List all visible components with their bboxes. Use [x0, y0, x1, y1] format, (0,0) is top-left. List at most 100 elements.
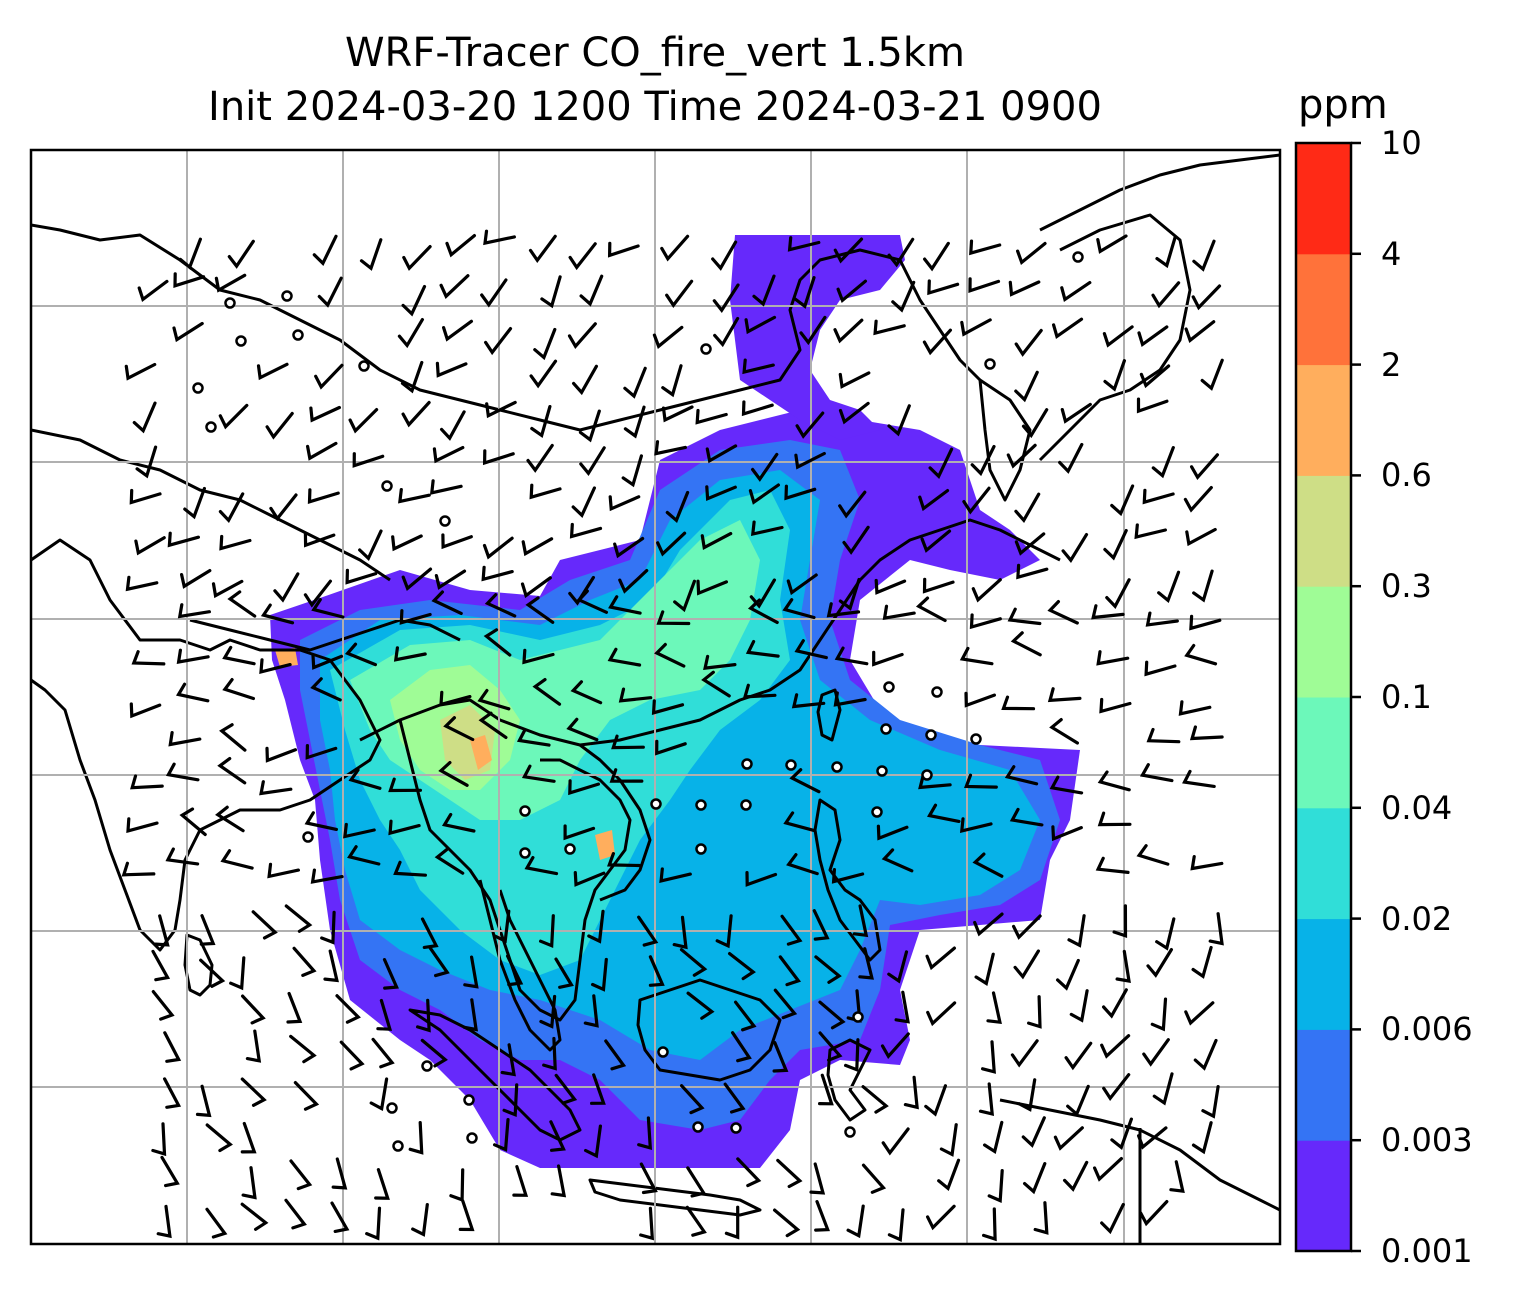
wind-barb: [833, 691, 867, 707]
wind-barb: [623, 405, 646, 439]
wind-barb: [397, 318, 424, 349]
map-title-line1: WRF-Tracer CO_fire_vert 1.5km: [344, 30, 966, 76]
wind-barb: [369, 1077, 389, 1112]
wind-barb: [240, 1121, 257, 1154]
wind-barb: [784, 484, 817, 501]
wind-barb: [167, 531, 200, 548]
wind-barb: [1150, 997, 1168, 1032]
wind-barb: [530, 405, 552, 438]
wind-barb: [345, 568, 378, 585]
wind-barb: [151, 949, 171, 982]
colorbar-tick-label: 2: [1381, 345, 1402, 384]
wind-barb: [794, 451, 826, 470]
wind-barb: [163, 1031, 182, 1063]
wind-barb: [481, 565, 514, 582]
wind-barb: [259, 658, 292, 674]
wind-barb: [492, 909, 511, 944]
wind-barb: [685, 1205, 707, 1237]
colorbar-tick-label: 0.02: [1381, 899, 1453, 938]
wind-barb: [607, 852, 641, 868]
wind-barb: [665, 279, 694, 308]
wind-barb: [1096, 234, 1128, 254]
calm-marker: [358, 360, 370, 372]
wind-barb: [838, 577, 861, 611]
wind-barb: [526, 443, 554, 473]
wind-barb: [284, 1198, 307, 1230]
wind-barb: [579, 274, 604, 307]
wind-barb: [809, 1162, 826, 1195]
calm-marker: [463, 1094, 475, 1106]
wind-barb: [652, 325, 684, 349]
wind-barb: [227, 590, 257, 618]
wind-barb: [937, 1158, 961, 1192]
colorbar-tick-label: 0.1: [1381, 678, 1432, 716]
wind-barb: [168, 731, 202, 747]
wind-barb: [607, 647, 642, 667]
wind-barb: [521, 764, 556, 783]
wind-barb: [566, 717, 599, 742]
wind-barb: [183, 486, 206, 520]
calm-marker: [564, 843, 576, 855]
wind-barb: [205, 1123, 233, 1153]
wind-barb: [1100, 1034, 1131, 1059]
wind-barb: [1157, 570, 1181, 604]
wind-barb: [339, 1040, 365, 1071]
colorbar-tick-label: 10: [1381, 124, 1422, 162]
wind-barb: [126, 817, 159, 834]
wind-barb: [703, 654, 737, 670]
wind-barb: [269, 493, 298, 522]
colorbar-ticks: [1351, 141, 1361, 1253]
colorbar-tick-label: 0.006: [1381, 1010, 1473, 1049]
wind-barb: [928, 447, 954, 480]
wind-barb: [348, 768, 382, 790]
wind-barb: [1061, 533, 1089, 563]
wind-barb: [399, 609, 432, 625]
calm-marker: [883, 681, 895, 693]
wind-barb: [972, 852, 1004, 878]
wind-barb: [842, 525, 870, 555]
wind-barb: [484, 327, 513, 356]
wind-barb: [525, 596, 555, 624]
wind-barb: [286, 991, 303, 1024]
java: [588, 1178, 762, 1217]
wind-barb: [393, 646, 427, 662]
wind-barb: [493, 1118, 510, 1152]
wind-barb: [1014, 492, 1041, 524]
wind-barb: [124, 362, 157, 381]
wind-barb: [179, 807, 207, 837]
wind-barb: [1064, 1041, 1093, 1071]
calm-marker: [281, 290, 293, 302]
wind-barb: [570, 680, 603, 705]
wind-barb: [1006, 443, 1037, 469]
wind-barb: [903, 1075, 919, 1110]
wind-barb: [970, 444, 996, 477]
calm-marker: [970, 733, 982, 745]
calm-marker: [692, 1121, 704, 1133]
wind-barb: [1047, 687, 1082, 703]
wind-barb: [371, 1037, 395, 1069]
wind-barb: [1152, 1072, 1174, 1106]
wind-barb: [654, 642, 686, 668]
wind-barb: [1151, 446, 1175, 479]
wind-barb: [284, 904, 313, 933]
wind-barb: [1010, 1039, 1039, 1068]
wind-barb: [1091, 604, 1125, 620]
wind-barb: [348, 408, 379, 434]
wind-barb: [443, 716, 475, 742]
wind-barb: [651, 699, 685, 715]
wind-barb: [265, 746, 297, 763]
wind-barb: [887, 404, 911, 437]
wind-barb: [858, 947, 874, 980]
wind-barb: [180, 569, 212, 589]
wind-barb: [713, 316, 740, 348]
colorbar-bin: [1296, 918, 1351, 1030]
calm-marker: [392, 1140, 404, 1152]
wind-barb: [964, 691, 996, 708]
wind-barb: [320, 910, 336, 945]
calm-marker: [785, 759, 797, 771]
wind-barb: [438, 761, 469, 787]
wind-barb: [1144, 660, 1177, 677]
calm-marker: [740, 799, 752, 811]
wind-barb: [608, 495, 641, 512]
calm-marker: [235, 335, 247, 347]
